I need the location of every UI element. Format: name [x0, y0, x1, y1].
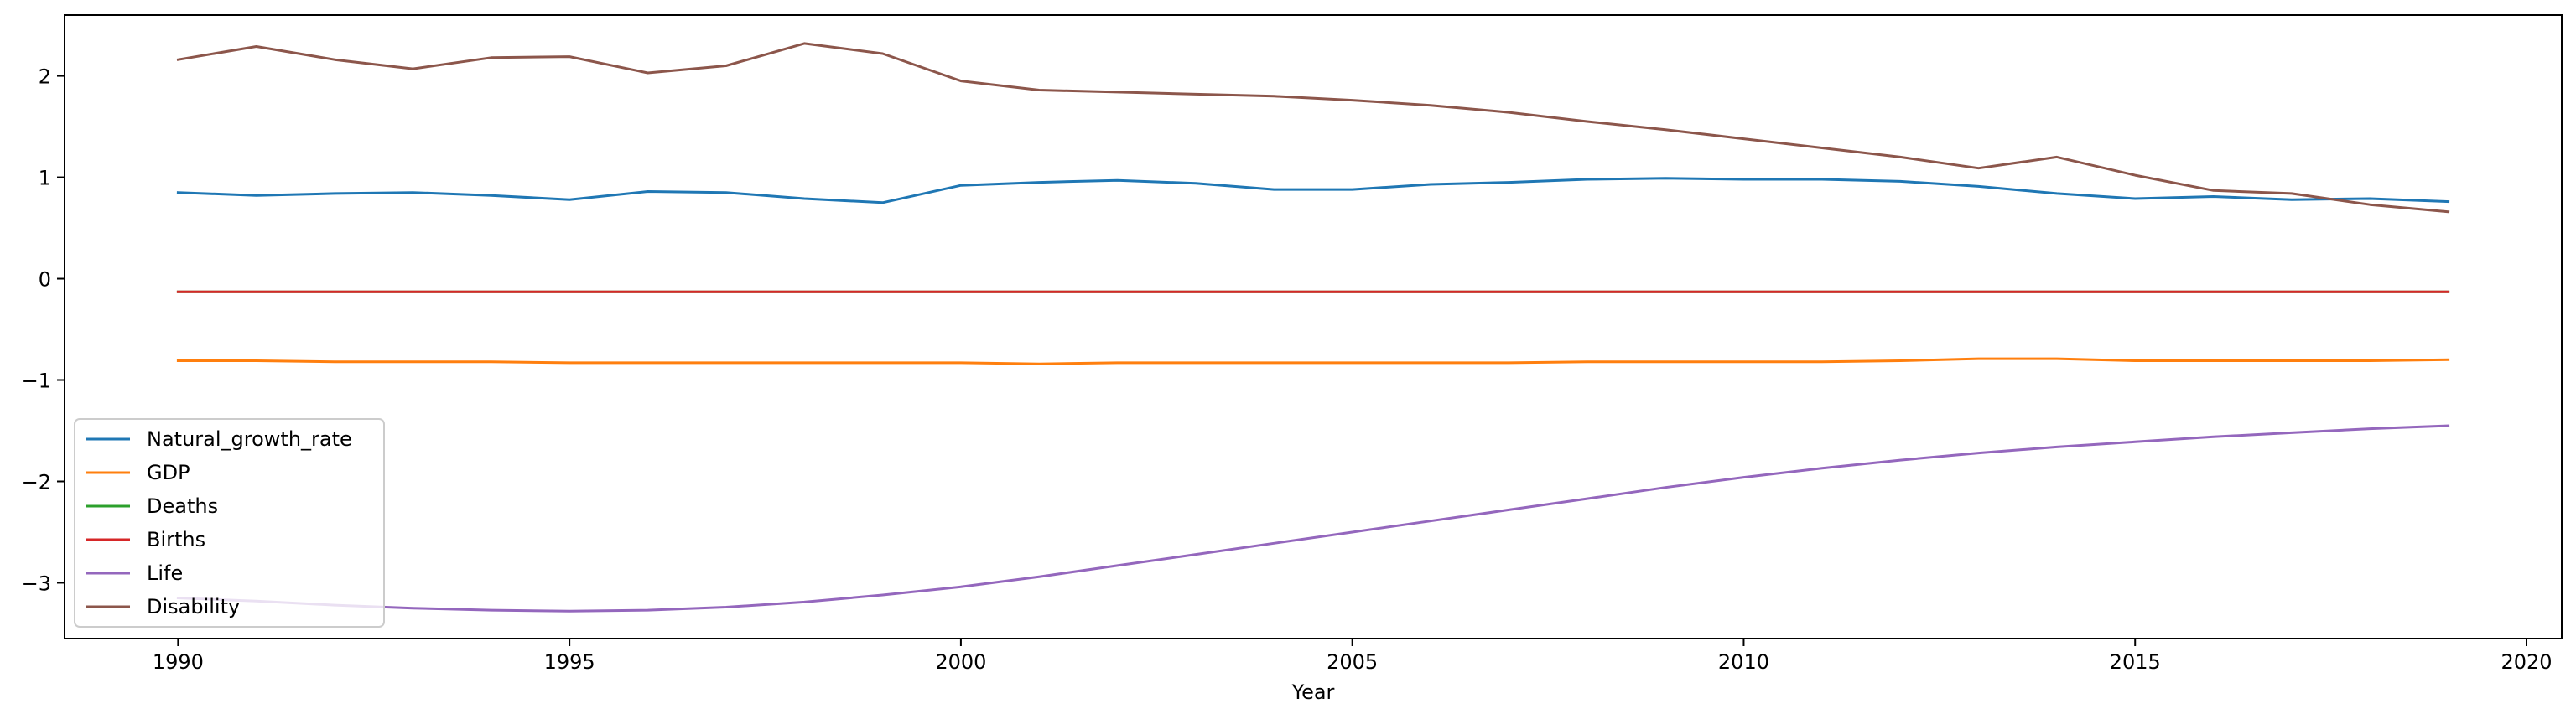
y-tick-label: −2: [22, 470, 51, 494]
legend-label-life: Life: [147, 561, 183, 585]
series-line-natural-growth-rate: [176, 177, 2450, 204]
legend-label-gdp: GDP: [147, 461, 190, 484]
y-tick-label: 0: [39, 268, 51, 292]
x-tick-label: 1995: [544, 650, 595, 674]
x-tick-label: 2020: [2501, 650, 2552, 674]
x-tick-label: 1990: [153, 650, 204, 674]
x-tick-label: 2015: [2110, 650, 2161, 674]
legend-label-natural-growth-rate: Natural_growth_rate: [147, 427, 352, 451]
legend-label-births: Births: [147, 528, 205, 551]
series-line-life: [176, 424, 2450, 613]
y-tick-label: −3: [22, 572, 51, 595]
legend-box: [74, 418, 385, 628]
plot-frame: [64, 14, 2563, 639]
series-lines: [176, 42, 2450, 613]
y-tick-label: 1: [39, 167, 51, 190]
legend-label-disability: Disability: [147, 595, 240, 618]
y-axis-ticks: −3 −2 −1 0 1 2: [22, 65, 65, 595]
x-axis-ticks: 1990 1995 2000 2005 2010 2015 2020: [153, 639, 2553, 674]
x-axis-label: Year: [1291, 680, 1335, 704]
y-tick-label: −1: [22, 370, 51, 393]
legend-label-deaths: Deaths: [147, 494, 218, 518]
legend: Natural_growth_rate GDP Deaths Births Life Di…: [74, 418, 385, 628]
y-tick-label: 2: [39, 65, 51, 89]
x-tick-label: 2005: [1327, 650, 1378, 674]
x-tick-label: 2010: [1718, 650, 1769, 674]
series-line-gdp: [176, 357, 2450, 365]
x-tick-label: 2000: [935, 650, 986, 674]
series-line-disability: [176, 42, 2450, 214]
